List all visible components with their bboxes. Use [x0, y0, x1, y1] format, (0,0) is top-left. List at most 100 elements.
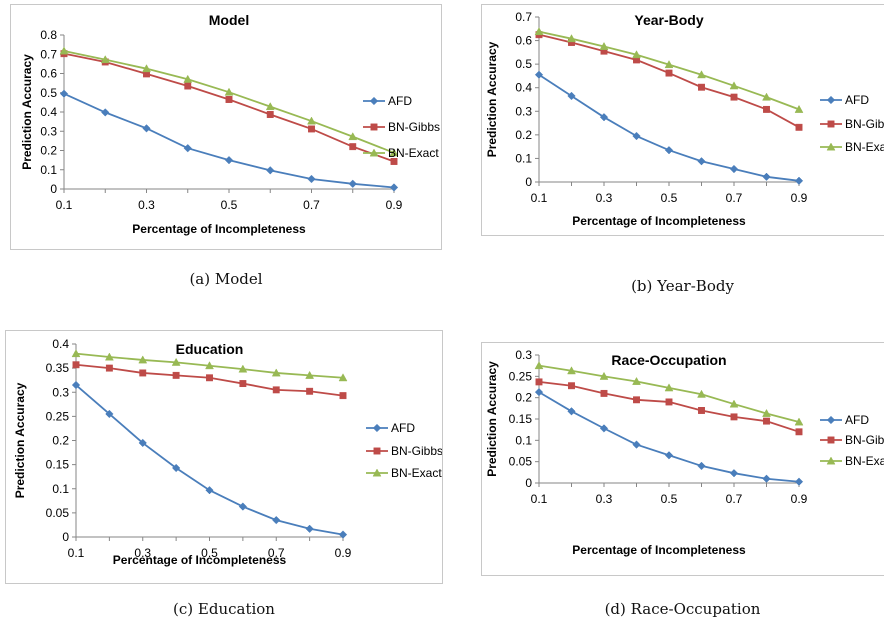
legend-label-bn-exact: BN-Exact — [845, 140, 884, 154]
y-tick-label: 0.2 — [515, 391, 532, 405]
x-tick-label: 0.9 — [335, 546, 352, 560]
caption-race-occupation: (d) Race-Occupation — [604, 600, 761, 618]
data-point-afd — [59, 89, 69, 98]
y-tick-label: 0.6 — [515, 34, 532, 48]
x-tick-label: 0.1 — [531, 191, 548, 205]
legend-marker-bn-gibbs — [827, 436, 835, 444]
data-point-afd — [794, 477, 804, 486]
data-point-bn-exact — [205, 361, 214, 370]
data-point-bn-exact — [104, 352, 114, 361]
data-point-bn-gibbs — [763, 105, 770, 113]
chart-svg-model: Model 0 0.1 0.2 0.3 0.4 0.5 0.6 0.7 0.8 0.1 0.3 0.5 0… — [20, 12, 440, 236]
data-point-bn-exact — [348, 132, 358, 141]
data-point-afd — [138, 438, 147, 448]
chart-panel-education: Education 0 0.05 0.1 0.15 0.2 0.25 0.3 0.35 0.4 0.… — [5, 330, 443, 584]
data-point-bn-gibbs — [600, 389, 608, 397]
legend-label-afd: AFD — [845, 413, 869, 427]
data-point-bn-exact — [697, 389, 706, 398]
y-tick-label: 0.05 — [46, 506, 70, 520]
data-point-bn-exact — [794, 104, 804, 113]
data-point-afd — [338, 530, 348, 539]
data-point-bn-gibbs — [206, 374, 213, 382]
data-point-bn-gibbs — [633, 396, 640, 404]
data-point-bn-exact — [794, 417, 804, 426]
data-point-bn-exact — [59, 46, 69, 55]
y-tick-label: 0.35 — [46, 361, 70, 375]
legend-label-afd: AFD — [388, 94, 412, 108]
x-tick-label: 0.3 — [596, 492, 613, 506]
data-point-bn-exact — [632, 376, 641, 385]
legend-marker-afd — [372, 423, 382, 433]
series-line-afd — [63, 92, 395, 189]
y-tick-label: 0.15 — [46, 458, 70, 472]
data-point-afd — [272, 515, 281, 525]
data-point-bn-exact — [389, 148, 399, 157]
data-point-afd — [697, 157, 706, 166]
x-tick-label: 0.7 — [726, 492, 743, 506]
data-point-bn-exact — [305, 370, 315, 379]
y-tick-label: 0.3 — [40, 124, 57, 138]
x-axis-title: Percentage of Incompleteness — [113, 553, 287, 567]
data-point-bn-exact — [271, 368, 281, 377]
data-point-afd — [729, 164, 739, 174]
data-point-afd — [205, 486, 214, 495]
x-tick-label: 0.1 — [68, 546, 85, 560]
data-point-bn-gibbs — [308, 125, 315, 133]
data-point-bn-gibbs — [698, 407, 705, 414]
data-point-bn-gibbs — [665, 69, 673, 77]
legend-label-bn-exact: BN-Exact — [391, 466, 442, 480]
series-line-bn-exact — [538, 364, 800, 423]
chart-svg-year-body: Year-Body 0 0.1 0.2 0.3 0.4 0.5 0.6 0.7 0.1 0.3 0.5… — [485, 10, 884, 228]
y-tick-label: 0.3 — [52, 385, 69, 399]
legend-label-bn-gibbs: BN-Gibbs — [391, 444, 442, 458]
y-tick-label: 0.5 — [40, 86, 57, 100]
data-point-bn-exact — [138, 355, 148, 364]
data-point-bn-exact — [142, 64, 151, 73]
x-tick-label: 0.7 — [268, 546, 285, 560]
data-point-afd — [762, 474, 771, 483]
data-point-bn-gibbs — [72, 361, 80, 369]
data-point-bn-exact — [307, 116, 316, 125]
legend-marker-bn-exact — [369, 148, 379, 157]
data-point-bn-exact — [729, 399, 739, 408]
data-point-afd — [224, 155, 234, 165]
x-tick-label: 0.1 — [531, 492, 548, 506]
data-point-afd — [632, 131, 641, 141]
y-tick-label: 0.4 — [40, 105, 57, 119]
y-tick-label: 0 — [50, 182, 57, 196]
data-point-bn-exact — [762, 92, 771, 101]
x-tick-label: 0.9 — [791, 191, 808, 205]
x-tick-label: 0.3 — [138, 198, 155, 212]
caption-model: (a) Model — [189, 270, 263, 288]
y-tick-label: 0.8 — [40, 28, 57, 42]
legend-marker-bn-exact — [372, 468, 382, 477]
legend-marker-bn-exact — [826, 142, 836, 151]
data-point-bn-gibbs — [730, 413, 738, 421]
data-point-afd — [567, 91, 576, 101]
data-point-bn-gibbs — [105, 364, 113, 372]
chart-title: Model — [209, 12, 249, 28]
data-point-afd — [142, 124, 151, 133]
legend-marker-afd — [826, 415, 836, 425]
caption-year-body: (b) Year-Body — [631, 277, 734, 295]
data-point-afd — [599, 424, 609, 433]
x-tick-label: 0.3 — [134, 546, 151, 560]
legend-marker-bn-gibbs — [373, 447, 381, 455]
y-tick-label: 0.5 — [515, 57, 532, 71]
x-axis-title: Percentage of Incompleteness — [572, 543, 746, 557]
y-tick-label: 0.6 — [40, 67, 57, 81]
y-tick-label: 0.7 — [40, 47, 57, 61]
legend-label-bn-gibbs: BN-Gibbs — [845, 433, 884, 447]
y-axis-title: Prediction Accuracy — [20, 54, 34, 170]
x-tick-label: 0.5 — [201, 546, 218, 560]
data-point-afd — [567, 407, 576, 416]
y-tick-label: 0.25 — [46, 409, 70, 423]
y-tick-label: 0.2 — [515, 128, 532, 142]
data-point-bn-gibbs — [306, 387, 314, 395]
data-point-bn-exact — [664, 383, 674, 392]
data-point-afd — [664, 146, 674, 155]
x-tick-label: 0.9 — [791, 492, 808, 506]
legend-marker-bn-exact — [826, 456, 836, 465]
y-axis-title: Prediction Accuracy — [13, 382, 27, 498]
y-tick-label: 0.1 — [40, 163, 57, 177]
